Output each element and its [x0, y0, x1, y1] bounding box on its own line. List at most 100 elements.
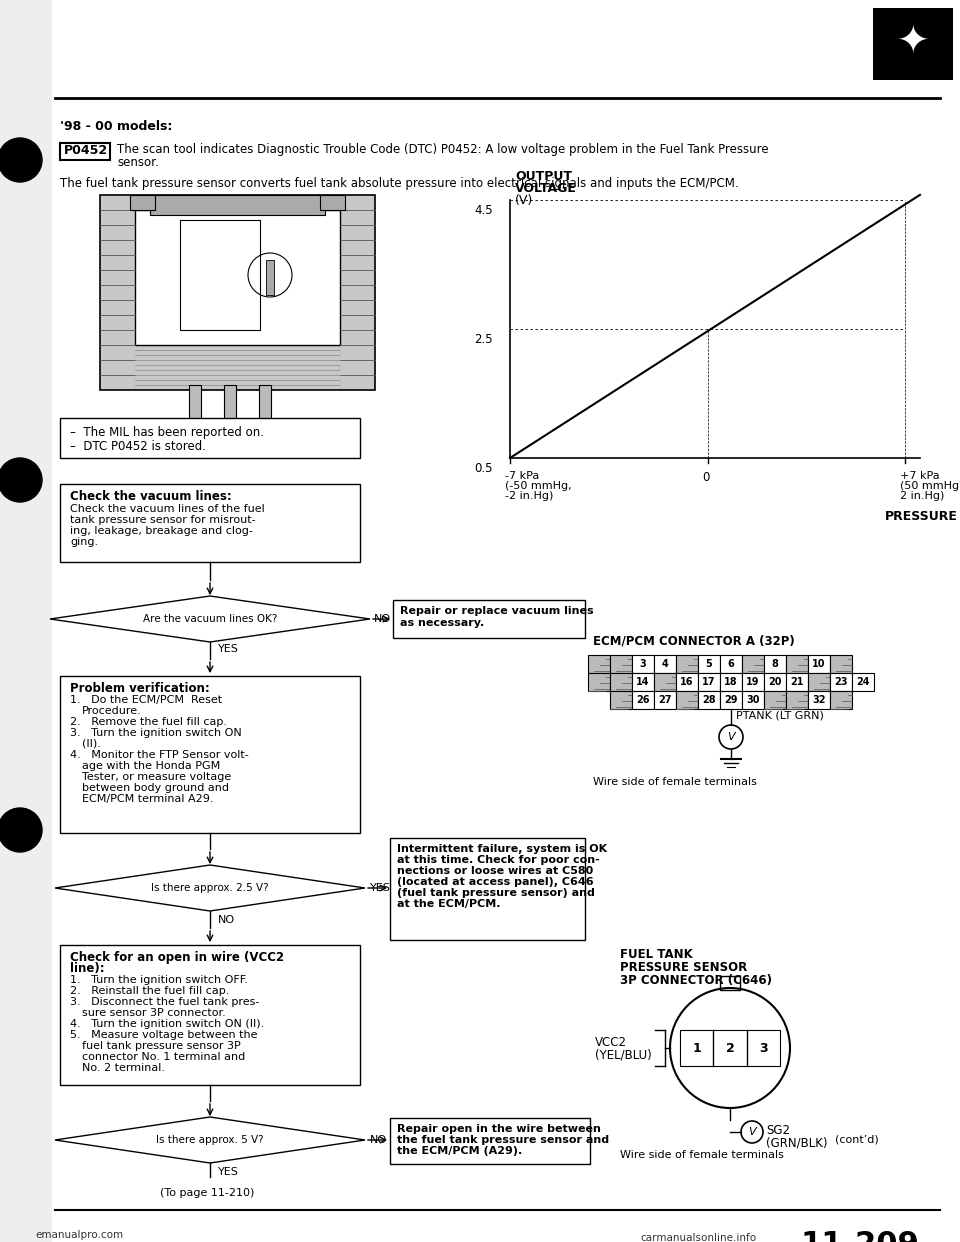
Circle shape [0, 138, 42, 183]
Text: Are the vacuum lines OK?: Are the vacuum lines OK? [143, 614, 277, 623]
Text: the fuel tank pressure sensor and: the fuel tank pressure sensor and [397, 1135, 610, 1145]
Text: Tester, or measure voltage: Tester, or measure voltage [82, 773, 231, 782]
Text: NO: NO [374, 614, 391, 623]
Bar [786, 691, 808, 709]
Text: 6: 6 [728, 660, 734, 669]
Bar [610, 691, 632, 709]
Text: The fuel tank pressure sensor converts fuel tank absolute pressure into electric: The fuel tank pressure sensor converts f… [60, 178, 738, 190]
Bar [390, 838, 585, 940]
Bar [830, 655, 852, 673]
Bar [680, 1030, 780, 1066]
Text: (50 mmHg,: (50 mmHg, [900, 481, 960, 491]
Text: SG2: SG2 [766, 1124, 790, 1136]
Text: YES: YES [218, 645, 239, 655]
Text: 23: 23 [834, 677, 848, 687]
Text: 18: 18 [724, 677, 738, 687]
Text: 5.   Measure voltage between the: 5. Measure voltage between the [70, 1030, 257, 1040]
Text: Intermittent failure, system is OK: Intermittent failure, system is OK [397, 845, 607, 854]
Text: 2: 2 [726, 1042, 734, 1054]
Text: tank pressure sensor for misrout-: tank pressure sensor for misrout- [70, 515, 255, 525]
Text: VCC2: VCC2 [595, 1036, 627, 1049]
Text: (V): (V) [515, 194, 533, 207]
Text: '98 - 00 models:: '98 - 00 models: [60, 120, 173, 133]
Text: 20: 20 [768, 677, 781, 687]
Bar [610, 655, 632, 673]
Text: 11-209: 11-209 [800, 1230, 919, 1242]
Bar [654, 673, 676, 691]
Text: 4.   Monitor the FTP Sensor volt-: 4. Monitor the FTP Sensor volt- [70, 750, 249, 760]
Text: NO: NO [218, 915, 235, 925]
Text: V: V [748, 1126, 756, 1136]
Bar [610, 673, 632, 691]
Bar [764, 655, 786, 673]
Text: 5: 5 [706, 660, 712, 669]
Text: 0.5: 0.5 [474, 462, 492, 474]
Text: 2.   Remove the fuel fill cap.: 2. Remove the fuel fill cap. [70, 717, 227, 727]
Bar [224, 385, 236, 440]
Bar [60, 484, 360, 561]
Bar [632, 655, 654, 673]
Bar [720, 691, 742, 709]
Text: Repair or replace vacuum lines: Repair or replace vacuum lines [400, 606, 593, 616]
Text: 3.   Turn the ignition switch ON: 3. Turn the ignition switch ON [70, 728, 242, 738]
Text: Problem verification:: Problem verification: [70, 682, 209, 696]
Text: 16: 16 [681, 677, 694, 687]
Text: ECM/PCM terminal A29.: ECM/PCM terminal A29. [82, 794, 213, 804]
Bar [764, 673, 786, 691]
Text: FUEL TANK: FUEL TANK [620, 948, 693, 961]
Text: No. 2 terminal.: No. 2 terminal. [82, 1063, 165, 1073]
Text: 3: 3 [639, 660, 646, 669]
Text: -7 kPa: -7 kPa [505, 471, 540, 481]
Bar [808, 655, 830, 673]
Bar [720, 673, 742, 691]
Bar [632, 673, 654, 691]
Text: 17: 17 [703, 677, 716, 687]
Text: (YEL/BLU): (YEL/BLU) [595, 1048, 652, 1061]
Bar [720, 655, 742, 673]
Bar [266, 260, 274, 296]
Bar [189, 385, 201, 440]
Text: –  DTC P0452 is stored.: – DTC P0452 is stored. [70, 440, 206, 453]
Text: (cont’d): (cont’d) [835, 1135, 878, 1145]
Bar [808, 691, 830, 709]
Text: +7 kPa: +7 kPa [900, 471, 940, 481]
Text: 1.   Do the ECM/PCM  Reset: 1. Do the ECM/PCM Reset [70, 696, 222, 705]
Text: Check for an open in wire (VCC2: Check for an open in wire (VCC2 [70, 951, 284, 964]
Bar [180, 220, 260, 330]
Text: 28: 28 [702, 696, 716, 705]
Text: Procedure.: Procedure. [82, 705, 142, 715]
Text: YES: YES [218, 1167, 239, 1177]
Text: Repair open in the wire between: Repair open in the wire between [397, 1124, 601, 1134]
Bar [588, 655, 610, 673]
Text: Check the vacuum lines of the fuel: Check the vacuum lines of the fuel [70, 504, 265, 514]
Text: –  The MIL has been reported on.: – The MIL has been reported on. [70, 426, 264, 438]
Bar [764, 691, 786, 709]
Text: 4: 4 [661, 660, 668, 669]
Bar [130, 195, 155, 210]
Text: 8: 8 [772, 660, 779, 669]
Bar [393, 600, 585, 638]
Text: 0: 0 [703, 471, 709, 484]
Text: -2 in.Hg): -2 in.Hg) [505, 491, 553, 501]
Text: V: V [727, 732, 734, 741]
Bar [60, 143, 110, 160]
Text: 19: 19 [746, 677, 759, 687]
Bar [742, 673, 764, 691]
Text: ging.: ging. [70, 537, 98, 546]
Bar [698, 691, 720, 709]
Bar [830, 691, 852, 709]
Text: PRESSURE: PRESSURE [885, 510, 958, 523]
Text: the ECM/PCM (A29).: the ECM/PCM (A29). [397, 1146, 522, 1156]
Text: VOLTAGE: VOLTAGE [515, 183, 577, 195]
Text: (-50 mmHg,: (-50 mmHg, [505, 481, 571, 491]
Bar [588, 673, 610, 691]
Bar [390, 1118, 590, 1164]
Text: 3: 3 [758, 1042, 767, 1054]
Text: ing, leakage, breakage and clog-: ing, leakage, breakage and clog- [70, 527, 252, 537]
Text: 14: 14 [636, 677, 650, 687]
Text: age with the Honda PGM: age with the Honda PGM [82, 761, 220, 771]
Text: sure sensor 3P connector.: sure sensor 3P connector. [82, 1009, 226, 1018]
Text: sensor.: sensor. [117, 156, 158, 169]
Text: connector No. 1 terminal and: connector No. 1 terminal and [82, 1052, 245, 1062]
Text: 29: 29 [724, 696, 737, 705]
